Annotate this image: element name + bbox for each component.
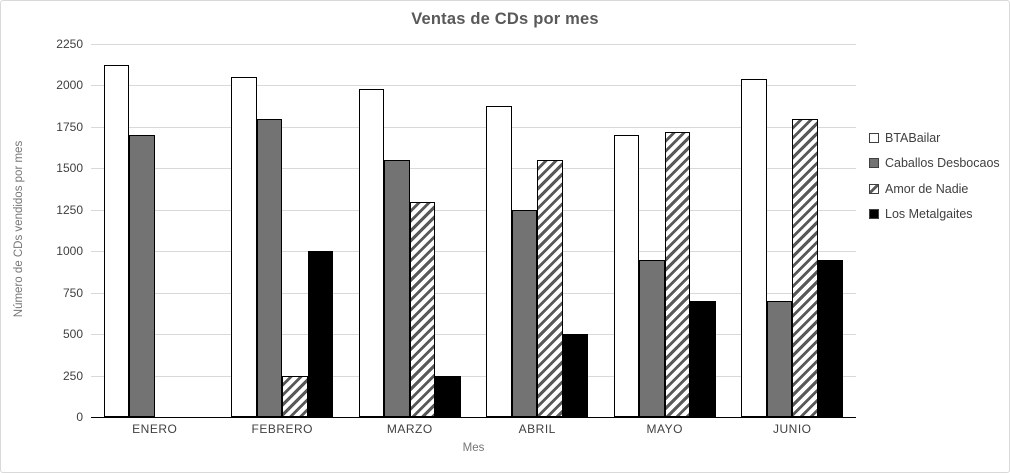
x-axis-title: Mes bbox=[462, 442, 485, 454]
bar-slot bbox=[562, 44, 589, 417]
bar-group bbox=[729, 44, 857, 417]
legend-item: Amor de Nadie bbox=[869, 176, 1000, 202]
bar bbox=[129, 135, 155, 417]
legend-marker-icon bbox=[869, 132, 879, 143]
plot-area bbox=[91, 44, 857, 418]
bar-slot bbox=[307, 44, 334, 417]
bar-slot bbox=[231, 44, 257, 417]
x-category-label: JUNIO bbox=[773, 422, 812, 436]
y-tick-label: 750 bbox=[62, 285, 83, 300]
bar bbox=[792, 118, 818, 417]
gridline bbox=[91, 126, 856, 128]
y-tick-label: 1250 bbox=[56, 202, 83, 217]
legend: BTABailar Caballos Desbocaos Amor de Nadie… bbox=[869, 125, 1000, 227]
legend-item: Caballos Desbocaos bbox=[869, 151, 1000, 177]
x-category-label: MARZO bbox=[386, 422, 433, 436]
bar bbox=[664, 131, 691, 417]
y-tick-label: 0 bbox=[76, 410, 83, 424]
bar-slot bbox=[741, 44, 767, 417]
y-tick-label: 1500 bbox=[56, 161, 83, 176]
gridline bbox=[91, 334, 856, 336]
bar-slot bbox=[690, 44, 716, 417]
y-tick-label: 1000 bbox=[56, 244, 83, 259]
bar-group bbox=[219, 44, 347, 417]
bar bbox=[817, 259, 844, 417]
y-tick-label: 1750 bbox=[56, 119, 83, 134]
bar-slot bbox=[664, 44, 691, 417]
gridline bbox=[91, 251, 856, 253]
bar bbox=[409, 201, 436, 417]
y-tick-label: 500 bbox=[62, 327, 83, 342]
bar bbox=[562, 334, 589, 417]
bar bbox=[511, 209, 538, 417]
bar-slot bbox=[180, 44, 206, 417]
y-tick-label: 2250 bbox=[56, 37, 83, 51]
legend-item: Los Metalgaites bbox=[869, 202, 1000, 228]
legend-label: Caballos Desbocaos bbox=[885, 156, 1000, 171]
legend-label: BTABailar bbox=[885, 130, 941, 145]
legend-marker-icon bbox=[869, 209, 879, 220]
bar bbox=[486, 106, 512, 417]
legend-item: BTABailar bbox=[869, 125, 1000, 151]
bar-slot bbox=[792, 44, 818, 417]
y-tick-label: 2000 bbox=[56, 78, 83, 93]
x-category-label: MAYO bbox=[646, 422, 683, 436]
bar-slot bbox=[103, 44, 130, 417]
bar-slot bbox=[155, 44, 181, 417]
bar bbox=[766, 300, 793, 417]
gridline bbox=[91, 375, 856, 377]
bar-slot bbox=[435, 44, 461, 417]
gridline bbox=[91, 168, 856, 170]
bar-slot bbox=[256, 44, 283, 417]
x-category-label: ABRIL bbox=[518, 422, 556, 436]
bar bbox=[613, 135, 640, 417]
bar bbox=[103, 64, 130, 417]
bar bbox=[690, 300, 716, 417]
x-category-label: ENERO bbox=[132, 422, 178, 436]
bar-slot bbox=[486, 44, 512, 417]
bar-slot bbox=[282, 44, 308, 417]
bar-group bbox=[474, 44, 602, 417]
gridline bbox=[91, 209, 856, 211]
bar bbox=[256, 118, 283, 417]
bar bbox=[435, 375, 461, 417]
legend-marker-icon bbox=[869, 158, 879, 169]
bar bbox=[537, 160, 563, 417]
bar-group bbox=[346, 44, 474, 417]
gridline bbox=[91, 44, 856, 45]
bar bbox=[231, 77, 257, 417]
bar-slot bbox=[639, 44, 665, 417]
legend-marker-icon bbox=[869, 183, 879, 194]
bar-slot bbox=[358, 44, 385, 417]
bar bbox=[307, 251, 334, 417]
bar-slot bbox=[409, 44, 436, 417]
legend-label: Amor de Nadie bbox=[885, 181, 969, 196]
bar-slot bbox=[766, 44, 793, 417]
x-category-label: FEBRERO bbox=[251, 422, 313, 436]
bar bbox=[741, 78, 767, 417]
chart-title: Ventas de CDs por mes bbox=[411, 10, 599, 28]
legend-label: Los Metalgaites bbox=[885, 207, 973, 222]
bar bbox=[639, 259, 665, 417]
bar-group bbox=[91, 44, 219, 417]
bar-slot bbox=[511, 44, 538, 417]
bar bbox=[358, 88, 385, 417]
gridline bbox=[91, 292, 856, 294]
bar-slot bbox=[817, 44, 844, 417]
gridline bbox=[91, 85, 856, 87]
bar-slot bbox=[537, 44, 563, 417]
bar bbox=[384, 160, 410, 417]
bar bbox=[282, 375, 308, 417]
bar-slot bbox=[129, 44, 155, 417]
bar-slot bbox=[384, 44, 410, 417]
bar-slot bbox=[613, 44, 640, 417]
x-axis-line bbox=[91, 416, 856, 418]
bar-group bbox=[601, 44, 729, 417]
y-tick-label: 250 bbox=[62, 368, 83, 383]
